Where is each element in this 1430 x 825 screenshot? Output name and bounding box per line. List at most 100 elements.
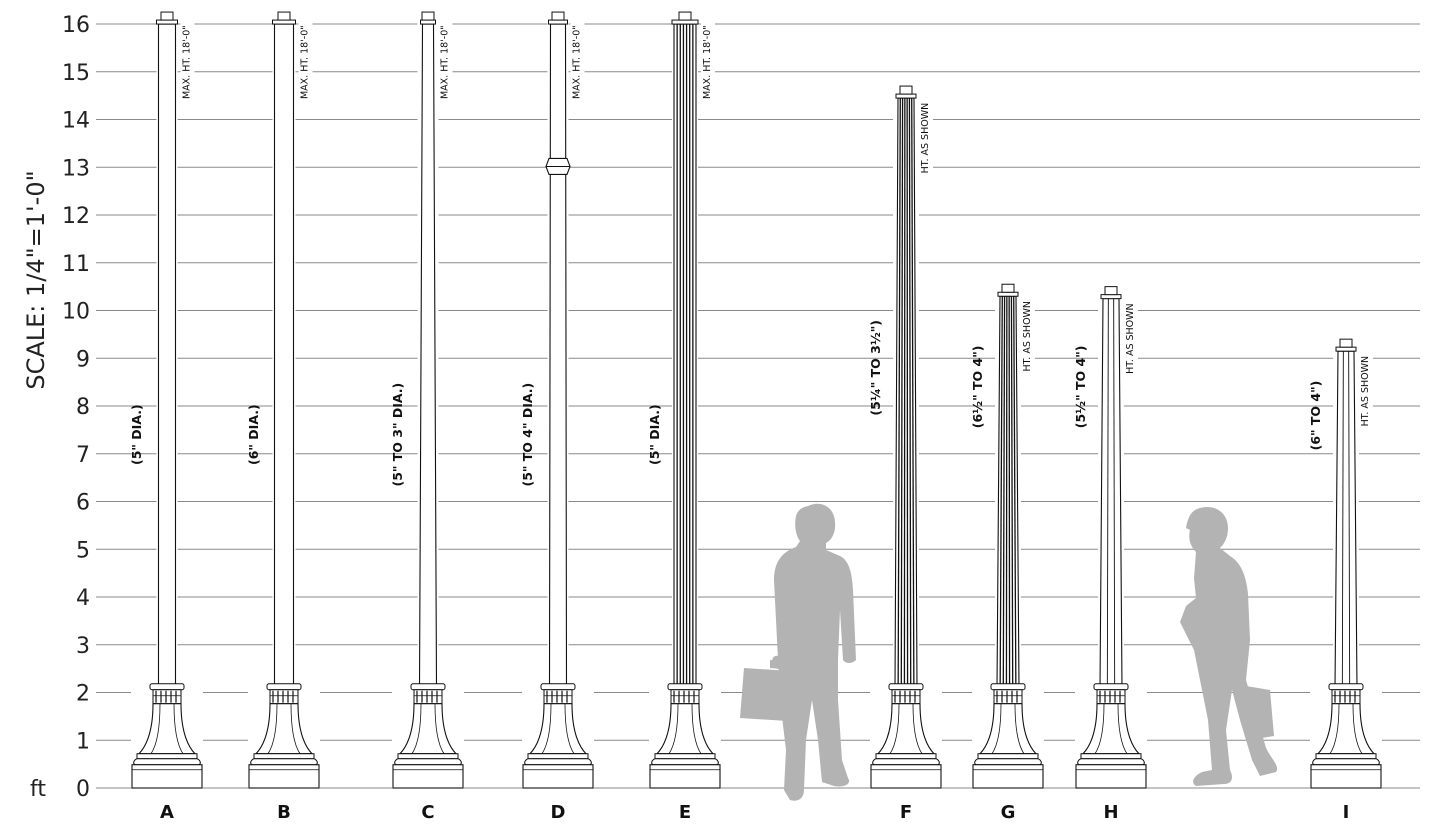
base-flare-line xyxy=(1117,703,1128,754)
tick-label: 2 xyxy=(76,682,90,707)
plinth-torus xyxy=(524,758,592,766)
cap-tenon xyxy=(277,11,291,21)
base-band xyxy=(1096,689,1126,705)
tick-label: 1 xyxy=(76,729,90,754)
plinth-block xyxy=(649,764,721,789)
note-backing xyxy=(701,0,715,113)
plinth-torus xyxy=(250,758,318,766)
post-letter-label: I xyxy=(1343,802,1350,823)
note-backing xyxy=(1359,329,1373,442)
cap-ring xyxy=(895,93,917,99)
post-c: C (5" TO 3" DIA.) MAX. HT. 18'-0" xyxy=(390,0,464,823)
cap-ring xyxy=(420,19,436,25)
tick-label: 15 xyxy=(62,61,90,86)
tick-label: 9 xyxy=(76,347,90,372)
plinth-torus xyxy=(133,758,201,766)
post-i: I (6" TO 4") HT. AS SHOWN xyxy=(1308,329,1382,823)
plinth-block xyxy=(1075,764,1147,789)
tick-label: 16 xyxy=(62,13,90,38)
base-collar xyxy=(266,683,302,691)
cap-ring xyxy=(1100,294,1122,300)
post-a: A (5" DIA.) MAX. HT. 18'-0" xyxy=(129,0,203,823)
post-letter-label: E xyxy=(679,802,691,823)
flute-line xyxy=(897,98,901,688)
post-letter-label: B xyxy=(277,802,291,823)
base-flare-line xyxy=(564,703,575,754)
flute-line xyxy=(900,98,904,688)
base-flare-line xyxy=(411,703,422,754)
base-flare-line xyxy=(150,703,161,754)
post-height-note: HT. AS SHOWN xyxy=(1022,301,1033,372)
base-collar xyxy=(1093,683,1129,691)
post-diameter-label: (5¼" TO 3½") xyxy=(868,320,883,416)
post-letter-label: D xyxy=(551,802,566,823)
flute-line xyxy=(1002,296,1006,688)
post-letter-label: F xyxy=(900,802,912,823)
plinth-torus xyxy=(1077,758,1145,766)
base-flare-line xyxy=(1352,703,1363,754)
base-band xyxy=(543,689,573,705)
tick-label: 5 xyxy=(76,538,90,563)
post-height-note: MAX. HT. 18'-0" xyxy=(440,25,451,99)
post-shaft xyxy=(1334,350,1358,689)
cap-tenon xyxy=(678,11,692,21)
scale-label: SCALE: 1/4"=1'-0" xyxy=(22,170,50,389)
plinth-tier xyxy=(875,753,937,760)
plinth-tier xyxy=(136,753,198,760)
flute-line xyxy=(1010,296,1014,688)
tick-label: 13 xyxy=(62,156,90,181)
post-e: E (5" DIA.) MAX. HT. 18'-0" xyxy=(647,0,721,823)
post-shaft xyxy=(418,23,438,689)
base-flare-line xyxy=(912,703,923,754)
cap-tenon xyxy=(1001,283,1015,293)
height-grid xyxy=(96,23,1420,789)
tick-label: 0 xyxy=(76,777,90,802)
cap-tenon xyxy=(1104,286,1118,296)
note-backing xyxy=(438,0,453,113)
post-letter-label: H xyxy=(1103,802,1118,823)
post-height-note: MAX. HT. 18'-0" xyxy=(572,25,583,99)
post-diameter-label: (6" DIA.) xyxy=(246,404,261,465)
base-flare-line xyxy=(1094,703,1105,754)
post-f: F (5¼" TO 3½") HT. AS SHOWN xyxy=(868,76,942,823)
flute-line xyxy=(1113,298,1116,688)
base-flare-line xyxy=(889,703,900,754)
tick-label: 14 xyxy=(62,109,90,134)
post-diameter-label: (6½" TO 4") xyxy=(970,346,985,429)
base-flare-line xyxy=(434,703,445,754)
note-backing xyxy=(298,0,313,113)
base-flare-line xyxy=(541,703,552,754)
cap-tenon xyxy=(1339,338,1353,348)
tick-label: 10 xyxy=(62,300,90,325)
base-collar xyxy=(410,683,446,691)
post-letter-label: C xyxy=(421,802,434,823)
post-diameter-label: (5" TO 4" DIA.) xyxy=(520,383,535,487)
post-diameter-label: (5" TO 3" DIA.) xyxy=(390,383,405,487)
note-backing xyxy=(1124,276,1138,389)
post-shaft xyxy=(157,23,177,689)
plinth-torus xyxy=(394,758,462,766)
person-silhouette-front xyxy=(740,503,856,801)
post-height-note: MAX. HT. 18'-0" xyxy=(702,25,713,99)
base-collar xyxy=(149,683,185,691)
base-collar xyxy=(1328,683,1364,691)
post-height-note: MAX. HT. 18'-0" xyxy=(300,25,311,99)
post-diameter-label: (5" DIA.) xyxy=(129,404,144,465)
base-flare-line xyxy=(991,703,1002,754)
post-diameter-label: (6" TO 4") xyxy=(1308,381,1323,451)
base-flare-line xyxy=(691,703,702,754)
plinth-tier xyxy=(1080,753,1142,760)
flute-line xyxy=(1341,351,1344,688)
base-flare-line xyxy=(173,703,184,754)
flute-line xyxy=(999,296,1003,688)
tick-label: 6 xyxy=(76,491,90,516)
plinth-torus xyxy=(1312,758,1380,766)
base-band xyxy=(413,689,443,705)
cap-ring xyxy=(671,19,699,25)
cap-tenon xyxy=(421,11,435,21)
post-letter-label: G xyxy=(1001,802,1016,823)
base-band xyxy=(993,689,1023,705)
post-diameter-label: (5½" TO 4") xyxy=(1073,346,1088,429)
